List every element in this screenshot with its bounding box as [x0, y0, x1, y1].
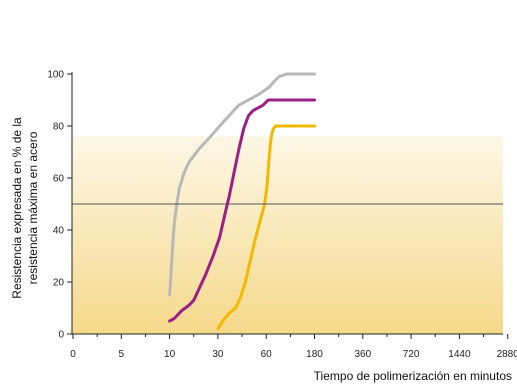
y-tick-label: 20: [53, 278, 65, 289]
x-tick-label: 30: [212, 349, 224, 360]
series-line-3: [216, 124, 316, 331]
x-tick-label: 1440: [448, 349, 471, 360]
x-tick-label: 2880: [497, 349, 517, 360]
background-gradient: [72, 136, 503, 334]
x-axis-title: Tiempo de polimerización en minutos: [314, 369, 512, 383]
y-axis-title-line-2: resistencia máxima en acero: [26, 131, 40, 284]
x-tick-label: 180: [306, 349, 323, 360]
x-tick-label: 10: [164, 349, 176, 360]
y-tick-label: 0: [58, 330, 64, 341]
y-tick-label: 40: [53, 226, 65, 237]
x-ticks: 0 5 10 30 60 180 360 720 1440 2880: [70, 334, 517, 360]
x-tick-label: 360: [354, 349, 371, 360]
series-layer: [168, 72, 316, 331]
x-tick-label: 720: [403, 349, 420, 360]
x-tick-label: 5: [119, 349, 125, 360]
series-line-1: [168, 72, 316, 297]
y-tick-label: 60: [53, 174, 65, 185]
x-tick-label: 0: [70, 349, 76, 360]
y-axis-title-line-1: Resistencia expresada en % de la: [10, 117, 24, 299]
x-tick-label: 60: [261, 349, 273, 360]
y-tick-label: 80: [53, 122, 65, 133]
series-line-2: [168, 98, 316, 323]
y-ticks: 0 20 40 60 80 100: [47, 70, 72, 341]
y-tick-label: 100: [47, 70, 64, 81]
